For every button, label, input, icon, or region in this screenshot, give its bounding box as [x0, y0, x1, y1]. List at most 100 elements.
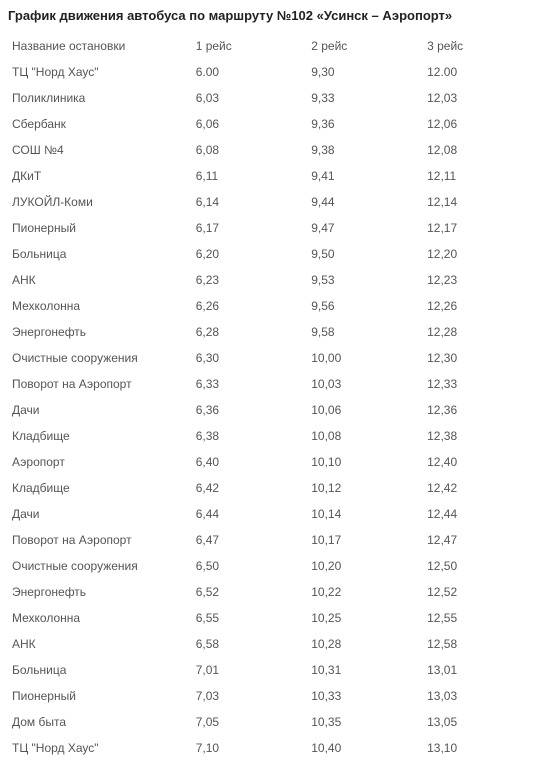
table-row: Дачи6,4410,1412,44	[8, 501, 539, 527]
stop-name-cell: Аэропорт	[8, 449, 192, 475]
time-cell: 9,56	[307, 293, 423, 319]
table-row: Поворот на Аэропорт6,3310,0312,33	[8, 371, 539, 397]
table-row: Очистные сооружения6,3010,0012,30	[8, 345, 539, 371]
stop-name-cell: ДКиТ	[8, 163, 192, 189]
table-row: Дачи6,3610,0612,36	[8, 397, 539, 423]
time-cell: 12,26	[423, 293, 539, 319]
table-row: Больница6,209,5012,20	[8, 241, 539, 267]
time-cell: 9,38	[307, 137, 423, 163]
table-row: АНК6,239,5312,23	[8, 267, 539, 293]
time-cell: 6,38	[192, 423, 308, 449]
time-cell: 6,17	[192, 215, 308, 241]
time-cell: 6,55	[192, 605, 308, 631]
time-cell: 10,10	[307, 449, 423, 475]
table-row: Больница7,0110,3113,01	[8, 657, 539, 683]
time-cell: 10,31	[307, 657, 423, 683]
table-row: Сбербанк6,069,3612,06	[8, 111, 539, 137]
stop-name-cell: Поликлиника	[8, 85, 192, 111]
time-cell: 12.00	[423, 59, 539, 85]
table-row: Мехколонна6,5510,2512,55	[8, 605, 539, 631]
column-header-stop: Название остановки	[8, 33, 192, 59]
time-cell: 10,40	[307, 735, 423, 761]
stop-name-cell: Энергонефть	[8, 579, 192, 605]
table-row: Аэропорт6,4010,1012,40	[8, 449, 539, 475]
time-cell: 6,50	[192, 553, 308, 579]
time-cell: 6,40	[192, 449, 308, 475]
table-row: Поворот на Аэропорт6,4710,1712,47	[8, 527, 539, 553]
time-cell: 12,42	[423, 475, 539, 501]
time-cell: 10,20	[307, 553, 423, 579]
stop-name-cell: Дачи	[8, 501, 192, 527]
time-cell: 12,17	[423, 215, 539, 241]
time-cell: 12,58	[423, 631, 539, 657]
time-cell: 10,35	[307, 709, 423, 735]
table-row: Дом быта7,0510,3513,05	[8, 709, 539, 735]
stop-name-cell: Больница	[8, 657, 192, 683]
table-row: Кладбище6,3810,0812,38	[8, 423, 539, 449]
table-row: ТЦ "Норд Хаус"7,1010,4013,10	[8, 735, 539, 761]
time-cell: 12,47	[423, 527, 539, 553]
stop-name-cell: ТЦ "Норд Хаус"	[8, 735, 192, 761]
time-cell: 9,30	[307, 59, 423, 85]
time-cell: 6,30	[192, 345, 308, 371]
time-cell: 7,10	[192, 735, 308, 761]
time-cell: 6,33	[192, 371, 308, 397]
time-cell: 6,26	[192, 293, 308, 319]
time-cell: 9,44	[307, 189, 423, 215]
time-cell: 12,06	[423, 111, 539, 137]
table-row: Поликлиника6,039,3312,03	[8, 85, 539, 111]
time-cell: 13,01	[423, 657, 539, 683]
table-row: ДКиТ6,119,4112,11	[8, 163, 539, 189]
time-cell: 12,44	[423, 501, 539, 527]
time-cell: 10,25	[307, 605, 423, 631]
time-cell: 6,23	[192, 267, 308, 293]
table-row: ТЦ "Норд Хаус"6.009,3012.00	[8, 59, 539, 85]
time-cell: 12,52	[423, 579, 539, 605]
time-cell: 6.00	[192, 59, 308, 85]
stop-name-cell: Дом быта	[8, 709, 192, 735]
time-cell: 9,41	[307, 163, 423, 189]
table-header-row: Название остановки 1 рейс 2 рейс 3 рейс	[8, 33, 539, 59]
time-cell: 12,40	[423, 449, 539, 475]
column-header-trip1: 1 рейс	[192, 33, 308, 59]
stop-name-cell: Дачи	[8, 397, 192, 423]
stop-name-cell: Поворот на Аэропорт	[8, 371, 192, 397]
time-cell: 10,28	[307, 631, 423, 657]
table-row: Энергонефть6,289,5812,28	[8, 319, 539, 345]
time-cell: 6,03	[192, 85, 308, 111]
column-header-trip2: 2 рейс	[307, 33, 423, 59]
table-row: АНК6,5810,2812,58	[8, 631, 539, 657]
schedule-table: Название остановки 1 рейс 2 рейс 3 рейс …	[8, 33, 539, 761]
stop-name-cell: ТЦ "Норд Хаус"	[8, 59, 192, 85]
stop-name-cell: СОШ №4	[8, 137, 192, 163]
stop-name-cell: АНК	[8, 631, 192, 657]
stop-name-cell: Мехколонна	[8, 293, 192, 319]
stop-name-cell: Кладбище	[8, 423, 192, 449]
time-cell: 9,50	[307, 241, 423, 267]
time-cell: 12,11	[423, 163, 539, 189]
time-cell: 6,14	[192, 189, 308, 215]
table-row: ЛУКОЙЛ-Коми6,149,4412,14	[8, 189, 539, 215]
time-cell: 12,03	[423, 85, 539, 111]
stop-name-cell: Очистные сооружения	[8, 345, 192, 371]
time-cell: 12,36	[423, 397, 539, 423]
time-cell: 10,14	[307, 501, 423, 527]
time-cell: 6,44	[192, 501, 308, 527]
time-cell: 7,03	[192, 683, 308, 709]
time-cell: 12,23	[423, 267, 539, 293]
time-cell: 7,01	[192, 657, 308, 683]
table-row: Энергонефть6,5210,2212,52	[8, 579, 539, 605]
time-cell: 10,06	[307, 397, 423, 423]
time-cell: 9,47	[307, 215, 423, 241]
time-cell: 12,08	[423, 137, 539, 163]
time-cell: 6,11	[192, 163, 308, 189]
time-cell: 6,52	[192, 579, 308, 605]
time-cell: 12,55	[423, 605, 539, 631]
stop-name-cell: Мехколонна	[8, 605, 192, 631]
time-cell: 12,14	[423, 189, 539, 215]
table-row: Мехколонна6,269,5612,26	[8, 293, 539, 319]
time-cell: 10,00	[307, 345, 423, 371]
time-cell: 6,28	[192, 319, 308, 345]
stop-name-cell: Кладбище	[8, 475, 192, 501]
time-cell: 6,08	[192, 137, 308, 163]
